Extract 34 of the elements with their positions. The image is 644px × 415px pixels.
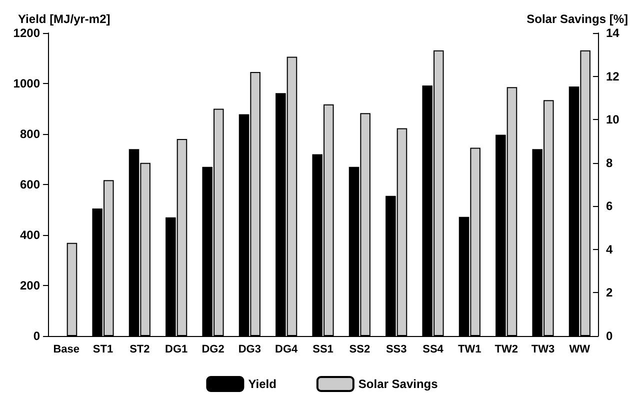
y-tick-label: 400	[20, 228, 40, 242]
x-tick-label: DG1	[165, 344, 188, 356]
x-tick-label: TW3	[531, 344, 555, 356]
y-tick-label: 1000	[13, 76, 40, 90]
y-tick-label: 800	[20, 127, 40, 141]
x-tick-label: SS2	[349, 344, 370, 356]
y2-tick-label: 10	[606, 112, 620, 127]
x-tick-label: DG2	[202, 344, 224, 356]
x-tick-label: TW1	[458, 344, 482, 356]
x-tick-label: ST2	[130, 344, 150, 356]
x-tick-label: TW2	[494, 344, 518, 356]
y-axis-title: Yield [MJ/yr-m2]	[18, 12, 110, 26]
x-tick-label: Base	[53, 344, 80, 356]
x-tick-label: SS3	[386, 344, 407, 356]
y2-tick-label: 2	[606, 286, 613, 300]
x-tick-label: DG4	[275, 344, 299, 356]
x-tick-label: DG3	[238, 344, 261, 356]
x-tick-label: ST1	[92, 344, 114, 356]
x-tick-label: SS1	[312, 344, 334, 356]
y2-tick-label: 14	[606, 26, 620, 40]
y-tick-label: 0	[33, 329, 40, 343]
y-tick-label: 1200	[13, 26, 40, 40]
x-tick-label: WW	[569, 344, 591, 356]
y2-axis-title: Solar Savings [%]	[526, 12, 628, 26]
y2-tick-label: 12	[606, 69, 620, 84]
x-tick-label: SS4	[422, 344, 444, 356]
y2-tick-label: 6	[606, 199, 613, 214]
y-tick-label: 600	[20, 178, 40, 192]
y-tick-label: 200	[20, 278, 40, 292]
y2-tick-label: 8	[606, 156, 613, 170]
y2-tick-label: 4	[606, 242, 613, 256]
legend-label: Solar Savings	[358, 377, 438, 391]
legend-label: Yield	[248, 377, 276, 391]
y2-tick-label: 0	[606, 329, 613, 343]
